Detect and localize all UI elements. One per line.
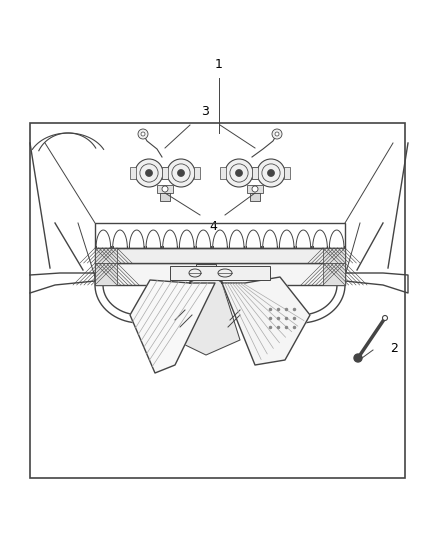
Text: 2: 2 — [390, 342, 398, 354]
Polygon shape — [222, 277, 310, 365]
Bar — [323, 263, 345, 285]
Bar — [220, 167, 226, 179]
Polygon shape — [175, 270, 240, 355]
Bar — [250, 193, 260, 201]
Circle shape — [236, 169, 243, 176]
Bar — [95, 248, 345, 263]
Bar — [95, 223, 345, 248]
Bar — [323, 248, 345, 263]
Bar — [247, 185, 263, 193]
Text: 1: 1 — [215, 58, 223, 71]
Bar — [95, 248, 117, 263]
Text: 4: 4 — [209, 220, 217, 233]
Circle shape — [162, 186, 168, 192]
Bar — [130, 167, 136, 179]
Polygon shape — [130, 280, 215, 373]
Bar — [162, 167, 168, 179]
Bar — [252, 167, 258, 179]
Bar — [162, 167, 168, 179]
Circle shape — [272, 129, 282, 139]
Circle shape — [257, 159, 285, 187]
Text: 3: 3 — [201, 105, 209, 118]
Bar — [160, 193, 170, 201]
Bar — [95, 263, 345, 285]
Bar — [194, 167, 200, 179]
Circle shape — [275, 132, 279, 136]
Circle shape — [138, 129, 148, 139]
Circle shape — [252, 186, 258, 192]
Circle shape — [382, 316, 388, 320]
Bar — [284, 167, 290, 179]
Bar — [157, 185, 173, 193]
Circle shape — [268, 169, 275, 176]
Circle shape — [167, 159, 195, 187]
Bar — [196, 264, 216, 270]
Circle shape — [141, 132, 145, 136]
Bar — [170, 266, 270, 280]
Circle shape — [177, 169, 184, 176]
Circle shape — [225, 159, 253, 187]
Circle shape — [354, 354, 362, 362]
Circle shape — [145, 169, 152, 176]
Bar — [252, 167, 258, 179]
Bar — [95, 263, 117, 285]
Circle shape — [135, 159, 163, 187]
Bar — [30, 123, 405, 478]
